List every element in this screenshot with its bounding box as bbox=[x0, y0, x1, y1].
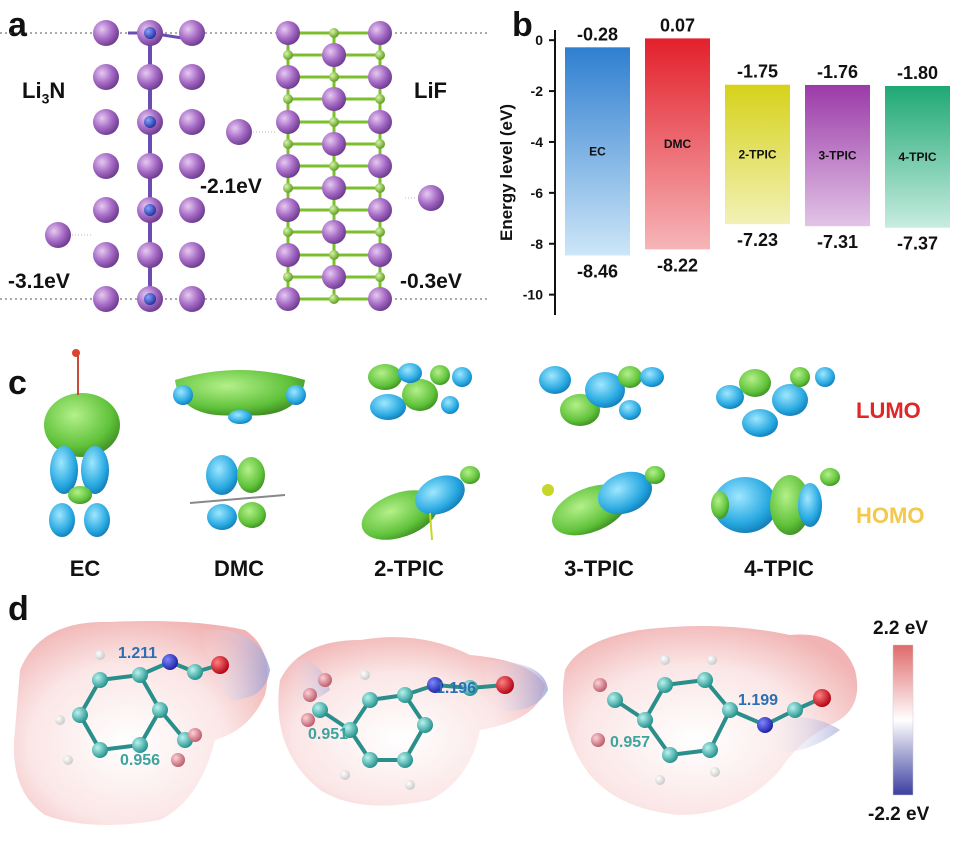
bar-2-tpic bbox=[725, 84, 790, 225]
energy-right-bottom: -0.3eV bbox=[400, 270, 462, 293]
panel-a-structure bbox=[0, 20, 490, 312]
ec-homo-orbital bbox=[49, 446, 110, 537]
orbital-isosurfaces bbox=[44, 349, 840, 541]
lumo-value-label: -1.80 bbox=[897, 63, 938, 83]
lumo-value-label: -1.76 bbox=[817, 62, 858, 82]
homo-value-label: -7.31 bbox=[817, 232, 858, 252]
bond-length-3-bottom: 0.957 bbox=[610, 734, 651, 751]
energy-middle: -2.1eV bbox=[200, 175, 262, 198]
panel-b-letter: b bbox=[512, 6, 533, 44]
lumo-value-label: -1.75 bbox=[737, 62, 778, 82]
bar-category-label: 2-TPIC bbox=[738, 147, 776, 161]
bar-category-label: 3-TPIC bbox=[818, 149, 856, 163]
bond-length-1-bottom: 0.956 bbox=[120, 752, 161, 769]
panel-a-letter: a bbox=[8, 6, 27, 44]
3-tpic-lumo-orbital bbox=[539, 366, 664, 426]
bar-category-label: 4-TPIC bbox=[898, 150, 936, 164]
2-tpic-homo-orbital bbox=[361, 466, 480, 541]
lumo-label: LUMO bbox=[856, 398, 921, 423]
energy-level-chart: 0 -2 -4 -6 -8 -10 Energy level (eV) EC -0.28 -8.4… bbox=[497, 15, 950, 315]
homo-value-label: -8.46 bbox=[577, 261, 618, 281]
y-tick-label: 0 bbox=[535, 32, 543, 48]
bar-4-tpic bbox=[885, 85, 950, 228]
bar-category-label: EC bbox=[589, 144, 606, 158]
molecule-name-2-tpic: 2-TPIC bbox=[374, 556, 444, 581]
bond-length-3-top: 1.199 bbox=[738, 692, 779, 709]
bar-dmc bbox=[645, 38, 710, 250]
scale-min-label: -2.2 eV bbox=[868, 804, 930, 825]
bond-length-2-bottom: 0.951 bbox=[308, 726, 349, 743]
energy-left-bottom: -3.1eV bbox=[8, 270, 70, 293]
panel-d-letter: d bbox=[8, 590, 29, 628]
molecule-name-4-tpic: 4-TPIC bbox=[744, 556, 814, 581]
bar-ec bbox=[565, 47, 630, 256]
bar-category-label: DMC bbox=[664, 137, 692, 151]
y-tick-label: -8 bbox=[531, 236, 544, 252]
scale-max-label: 2.2 eV bbox=[873, 618, 928, 639]
4-tpic-homo-orbital bbox=[711, 468, 840, 535]
bond-length-1-top: 1.211 bbox=[118, 645, 158, 662]
dmc-lumo-orbital bbox=[173, 370, 306, 424]
molecule-name-dmc: DMC bbox=[213, 556, 265, 581]
y-tick-label: -6 bbox=[531, 185, 544, 201]
lif-label: LiF bbox=[414, 78, 447, 103]
y-tick-label: -2 bbox=[531, 83, 544, 99]
bar-3-tpic bbox=[805, 84, 870, 227]
panel-c-letter: c bbox=[8, 364, 27, 402]
4-tpic-lumo-orbital bbox=[716, 367, 835, 437]
lumo-value-label: -0.28 bbox=[577, 24, 618, 44]
dmc-homo-orbital bbox=[189, 455, 286, 530]
homo-value-label: -7.23 bbox=[737, 230, 778, 250]
y-tick-label: -10 bbox=[523, 287, 543, 303]
molecule-name-3-tpic: 3-TPIC bbox=[564, 556, 634, 581]
li3n-label: Li3N bbox=[22, 78, 66, 107]
esp-maps bbox=[13, 621, 914, 825]
y-tick-label: -4 bbox=[531, 134, 544, 150]
3-tpic-homo-orbital bbox=[542, 466, 665, 536]
homo-value-label: -8.22 bbox=[657, 255, 698, 275]
bond-length-2-top: 1.196 bbox=[436, 680, 477, 697]
homo-value-label: -7.37 bbox=[897, 234, 938, 254]
y-axis-label: Energy level (eV) bbox=[497, 104, 516, 241]
2-tpic-lumo-orbital bbox=[368, 363, 472, 420]
ec-lumo-orbital bbox=[44, 349, 120, 457]
lumo-value-label: 0.07 bbox=[660, 15, 695, 35]
molecule-name-ec: EC bbox=[69, 556, 101, 581]
homo-label: HOMO bbox=[856, 503, 925, 528]
